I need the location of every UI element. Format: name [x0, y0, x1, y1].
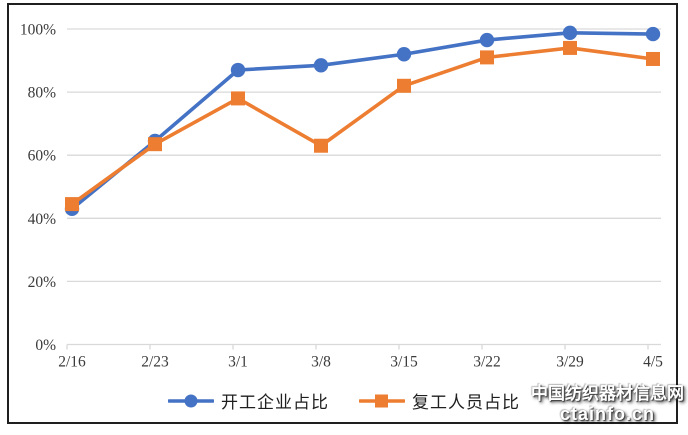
data-point-circle: [313, 58, 329, 73]
y-tick-label: 100%: [20, 22, 56, 39]
legend-line-circle-icon: [168, 394, 214, 407]
chart-frame: [7, 3, 678, 424]
data-point-square: [65, 197, 79, 212]
data-point-square: [397, 78, 411, 93]
data-point-square: [148, 137, 162, 152]
data-point-circle: [562, 25, 578, 40]
y-tick-label: 0%: [35, 337, 56, 354]
legend-item-kaigong: 开工企业占比: [168, 388, 329, 413]
data-point-square: [563, 40, 577, 55]
data-point-square: [314, 138, 328, 153]
series-line: [70, 46, 655, 206]
x-tick-label: 3/22: [473, 354, 501, 371]
data-point-circle: [230, 62, 246, 78]
watermark-site-name: 中国纺织器材信息网: [531, 384, 684, 403]
y-tick-label: 60%: [28, 148, 57, 165]
legend-label-fugong: 复工人员占比: [412, 393, 520, 412]
y-tick-label: 80%: [28, 85, 57, 102]
data-point-square: [646, 51, 660, 66]
legend-item-fugong: 复工人员占比: [359, 388, 520, 413]
data-point-circle: [645, 26, 661, 42]
x-tick-label: 3/8: [311, 354, 331, 371]
x-tick-label: 3/1: [228, 354, 248, 371]
x-tick-label: 2/16: [58, 354, 86, 371]
data-point-circle: [479, 32, 495, 48]
watermark-domain: ctainfo.cn: [559, 404, 655, 424]
legend-line-square-icon: [359, 394, 405, 407]
x-tick-label: 3/29: [556, 354, 584, 371]
y-tick-label: 20%: [28, 274, 57, 291]
watermark: 中国纺织器材信息网 ctainfo.cn: [531, 383, 684, 425]
data-point-square: [231, 91, 245, 106]
data-point-square: [480, 50, 494, 65]
x-tick-label: 2/23: [141, 354, 169, 371]
y-tick-label: 40%: [28, 211, 57, 228]
data-point-circle: [396, 47, 412, 62]
chart-legend: 开工企业占比 复工人员占比: [0, 388, 688, 413]
x-tick-label: 3/15: [390, 354, 418, 371]
legend-label-kaigong: 开工企业占比: [221, 393, 329, 412]
series-line: [70, 30, 655, 211]
x-tick-label: 4/5: [643, 354, 663, 371]
